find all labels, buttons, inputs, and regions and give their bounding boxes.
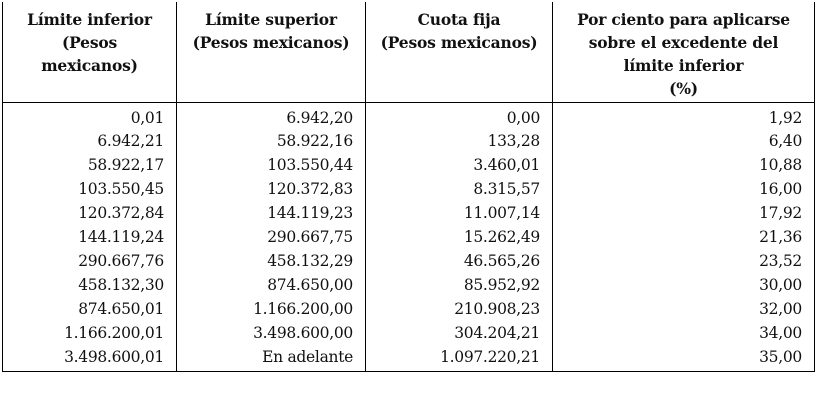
cell-cuota-fija: 1.097.220,21: [365, 345, 553, 373]
table-row: 1.166.200,01 3.498.600,00 304.204,21 34,…: [2, 321, 815, 346]
header-text: Por ciento para aplicarse: [577, 10, 790, 29]
cell-cuota-fija: 304.204,21: [365, 321, 553, 346]
cell-cuota-fija: 0,00: [365, 102, 553, 131]
cell-cuota-fija: 210.908,23: [365, 297, 553, 322]
cell-porcentaje: 23,52: [552, 249, 815, 274]
cell-limite-inferior: 120.372,84: [2, 202, 177, 227]
cell-limite-inferior: 1.166.200,01: [2, 321, 177, 346]
header-row: Límite inferior (Pesos mexicanos) Límite…: [2, 2, 815, 103]
table-row: 144.119,24 290.667,75 15.262,49 21,36: [2, 226, 815, 250]
cell-limite-superior: 103.550,44: [176, 154, 366, 179]
isr-tariff-table: Límite inferior (Pesos mexicanos) Límite…: [2, 2, 815, 373]
cell-limite-inferior: 290.667,76: [2, 249, 177, 274]
cell-limite-superior: 458.132,29: [176, 249, 366, 274]
cell-limite-inferior: 3.498.600,01: [2, 345, 177, 373]
cell-limite-inferior: 103.550,45: [2, 178, 177, 203]
header-text: sobre el excedente del: [588, 33, 779, 52]
cell-limite-superior: 120.372,83: [176, 178, 366, 203]
header-text: Límite inferior: [27, 10, 152, 29]
cell-porcentaje: 1,92: [552, 102, 815, 131]
header-text: (Pesos mexicanos): [192, 33, 350, 52]
cell-limite-superior: 290.667,75: [176, 226, 366, 250]
cell-limite-superior: En adelante: [176, 345, 366, 373]
header-limite-inferior: Límite inferior (Pesos mexicanos): [2, 2, 177, 103]
cell-limite-superior: 6.942,20: [176, 102, 366, 131]
header-porcentaje: Por ciento para aplicarse sobre el exced…: [552, 2, 815, 103]
cell-cuota-fija: 133,28: [365, 130, 553, 155]
cell-cuota-fija: 15.262,49: [365, 226, 553, 250]
header-text: (%): [669, 79, 698, 98]
table-row: 290.667,76 458.132,29 46.565,26 23,52: [2, 249, 815, 274]
table-row: 0,01 6.942,20 0,00 1,92: [2, 102, 815, 131]
cell-porcentaje: 21,36: [552, 226, 815, 250]
cell-cuota-fija: 46.565,26: [365, 249, 553, 274]
cell-limite-superior: 3.498.600,00: [176, 321, 366, 346]
cell-porcentaje: 10,88: [552, 154, 815, 179]
cell-porcentaje: 35,00: [552, 345, 815, 373]
table-row: 874.650,01 1.166.200,00 210.908,23 32,00: [2, 297, 815, 322]
cell-porcentaje: 6,40: [552, 130, 815, 155]
header-cuota-fija: Cuota fija (Pesos mexicanos): [365, 2, 553, 103]
cell-cuota-fija: 11.007,14: [365, 202, 553, 227]
cell-limite-inferior: 6.942,21: [2, 130, 177, 155]
cell-limite-inferior: 144.119,24: [2, 226, 177, 250]
cell-cuota-fija: 3.460,01: [365, 154, 553, 179]
cell-porcentaje: 30,00: [552, 273, 815, 298]
cell-limite-inferior: 0,01: [2, 102, 177, 131]
header-text: (Pesos mexicanos): [380, 33, 538, 52]
table-row: 103.550,45 120.372,83 8.315,57 16,00: [2, 178, 815, 203]
cell-porcentaje: 32,00: [552, 297, 815, 322]
cell-limite-superior: 874.650,00: [176, 273, 366, 298]
cell-cuota-fija: 8.315,57: [365, 178, 553, 203]
header-text: límite inferior: [623, 56, 744, 75]
header-text: Límite superior: [205, 10, 337, 29]
header-text: Cuota fija: [417, 10, 501, 29]
table-row: 120.372,84 144.119,23 11.007,14 17,92: [2, 202, 815, 227]
header-text: (Pesos mexicanos): [41, 33, 138, 75]
table-row: 6.942,21 58.922,16 133,28 6,40: [2, 130, 815, 155]
cell-limite-superior: 144.119,23: [176, 202, 366, 227]
table-row: 58.922,17 103.550,44 3.460,01 10,88: [2, 154, 815, 179]
table-row: 3.498.600,01 En adelante 1.097.220,21 35…: [2, 345, 815, 373]
cell-limite-inferior: 874.650,01: [2, 297, 177, 322]
cell-limite-superior: 1.166.200,00: [176, 297, 366, 322]
cell-porcentaje: 16,00: [552, 178, 815, 203]
table-row: 458.132,30 874.650,00 85.952,92 30,00: [2, 273, 815, 298]
cell-porcentaje: 34,00: [552, 321, 815, 346]
cell-limite-inferior: 58.922,17: [2, 154, 177, 179]
cell-limite-superior: 58.922,16: [176, 130, 366, 155]
cell-porcentaje: 17,92: [552, 202, 815, 227]
header-limite-superior: Límite superior (Pesos mexicanos): [176, 2, 366, 103]
cell-cuota-fija: 85.952,92: [365, 273, 553, 298]
cell-limite-inferior: 458.132,30: [2, 273, 177, 298]
